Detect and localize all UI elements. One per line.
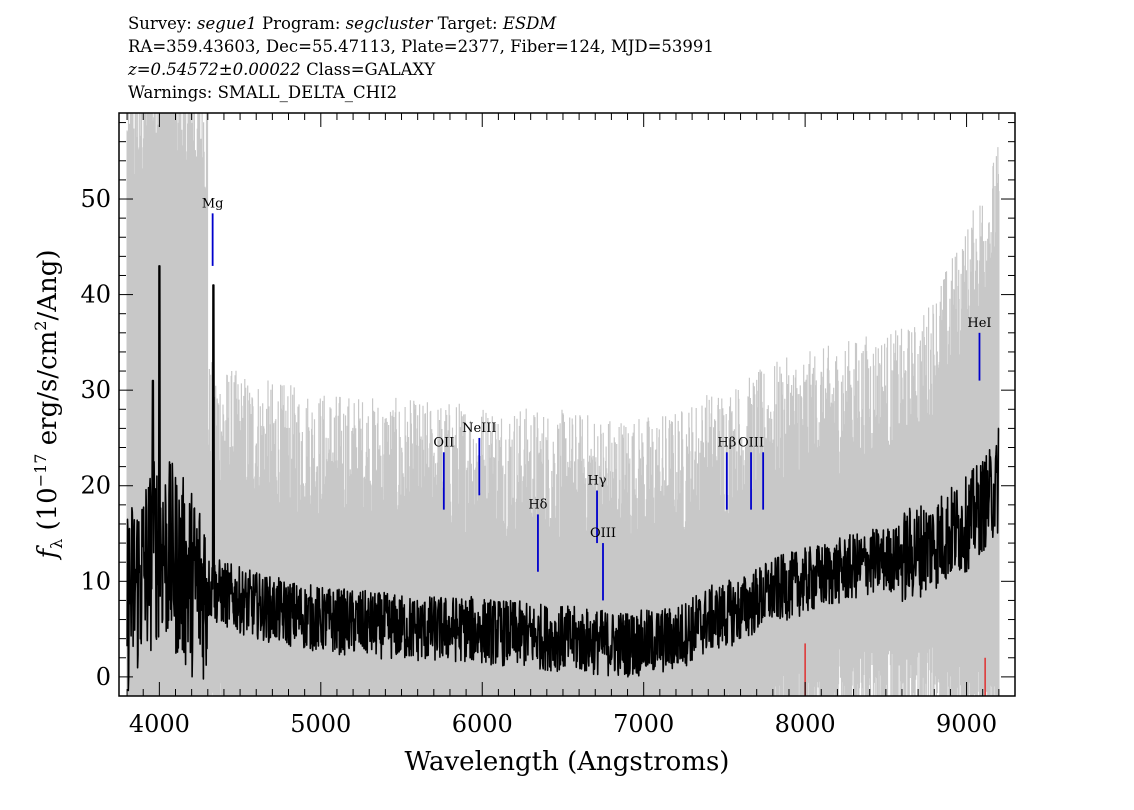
y-axis-open: (10	[33, 487, 63, 539]
emission-line-label-3: Hδ	[528, 497, 547, 512]
emission-line-label-5: OIII	[590, 526, 616, 541]
y-axis-subscript: λ	[47, 539, 66, 549]
y-tick-label: 10	[80, 567, 111, 595]
y-axis-title: fλ (10−17 erg/s/cm2/Ang)	[31, 249, 66, 560]
y-axis-end: /Ang)	[33, 249, 63, 320]
header-line-3: z=0.54572±0.00022 Class=GALAXY	[128, 58, 714, 81]
emission-line-label-9: HeI	[967, 316, 991, 331]
emission-line-label-0: Mg	[202, 196, 224, 211]
spectrum-header: Survey: segue1 Program: segcluster Targe…	[128, 12, 714, 104]
y-tick-label: 50	[80, 185, 111, 213]
redshift-value: z=0.54572±0.00022	[128, 60, 301, 79]
y-axis-mid: erg/s/cm	[33, 331, 63, 454]
y-axis-exponent: −17	[31, 454, 50, 488]
y-tick-label: 20	[80, 472, 111, 500]
warnings-line: Warnings: SMALL_DELTA_CHI2	[128, 83, 398, 102]
flux-series	[126, 265, 1000, 692]
x-tick-label: 5000	[290, 710, 351, 738]
emission-line-label-6: Hβ	[717, 435, 736, 450]
x-tick-labels: 4000 5000 6000 7000 8000 9000	[129, 710, 997, 738]
program-label: Program:	[261, 14, 341, 33]
emission-line-label-2: NeIII	[462, 421, 496, 436]
emission-line-label-1: OII	[433, 435, 454, 450]
x-tick-label: 7000	[613, 710, 674, 738]
y-tick-label: 0	[96, 663, 111, 691]
y-tick-label: 40	[80, 281, 111, 309]
program-value: segcluster	[345, 14, 433, 33]
header-line-1: Survey: segue1 Program: segcluster Targe…	[128, 12, 714, 35]
x-tick-label: 4000	[129, 710, 190, 738]
y-tick-labels: 0 10 20 30 40 50	[80, 185, 111, 691]
error-band-path	[126, 113, 1000, 696]
survey-label: Survey:	[128, 14, 192, 33]
target-value: ESDM	[502, 14, 557, 33]
x-axis-title: Wavelength (Angstroms)	[405, 747, 730, 777]
survey-value: segue1	[197, 14, 257, 33]
target-label: Target:	[437, 14, 498, 33]
plot-frame	[118, 112, 1016, 697]
error-band	[126, 113, 1000, 696]
emission-line-label-7: OIII	[738, 435, 764, 450]
class-value: Class=GALAXY	[306, 60, 436, 79]
header-line-2: RA=359.43603, Dec=55.47113, Plate=2377, …	[128, 37, 714, 56]
flux-path	[126, 265, 1000, 692]
x-tick-label: 6000	[452, 710, 513, 738]
axis-ticks	[119, 113, 1015, 697]
y-tick-label: 30	[80, 376, 111, 404]
x-tick-label: 9000	[936, 710, 997, 738]
y-axis-exponent-2: 2	[31, 321, 50, 331]
emission-line-label-4: Hγ	[587, 474, 606, 489]
x-tick-label: 8000	[775, 710, 836, 738]
